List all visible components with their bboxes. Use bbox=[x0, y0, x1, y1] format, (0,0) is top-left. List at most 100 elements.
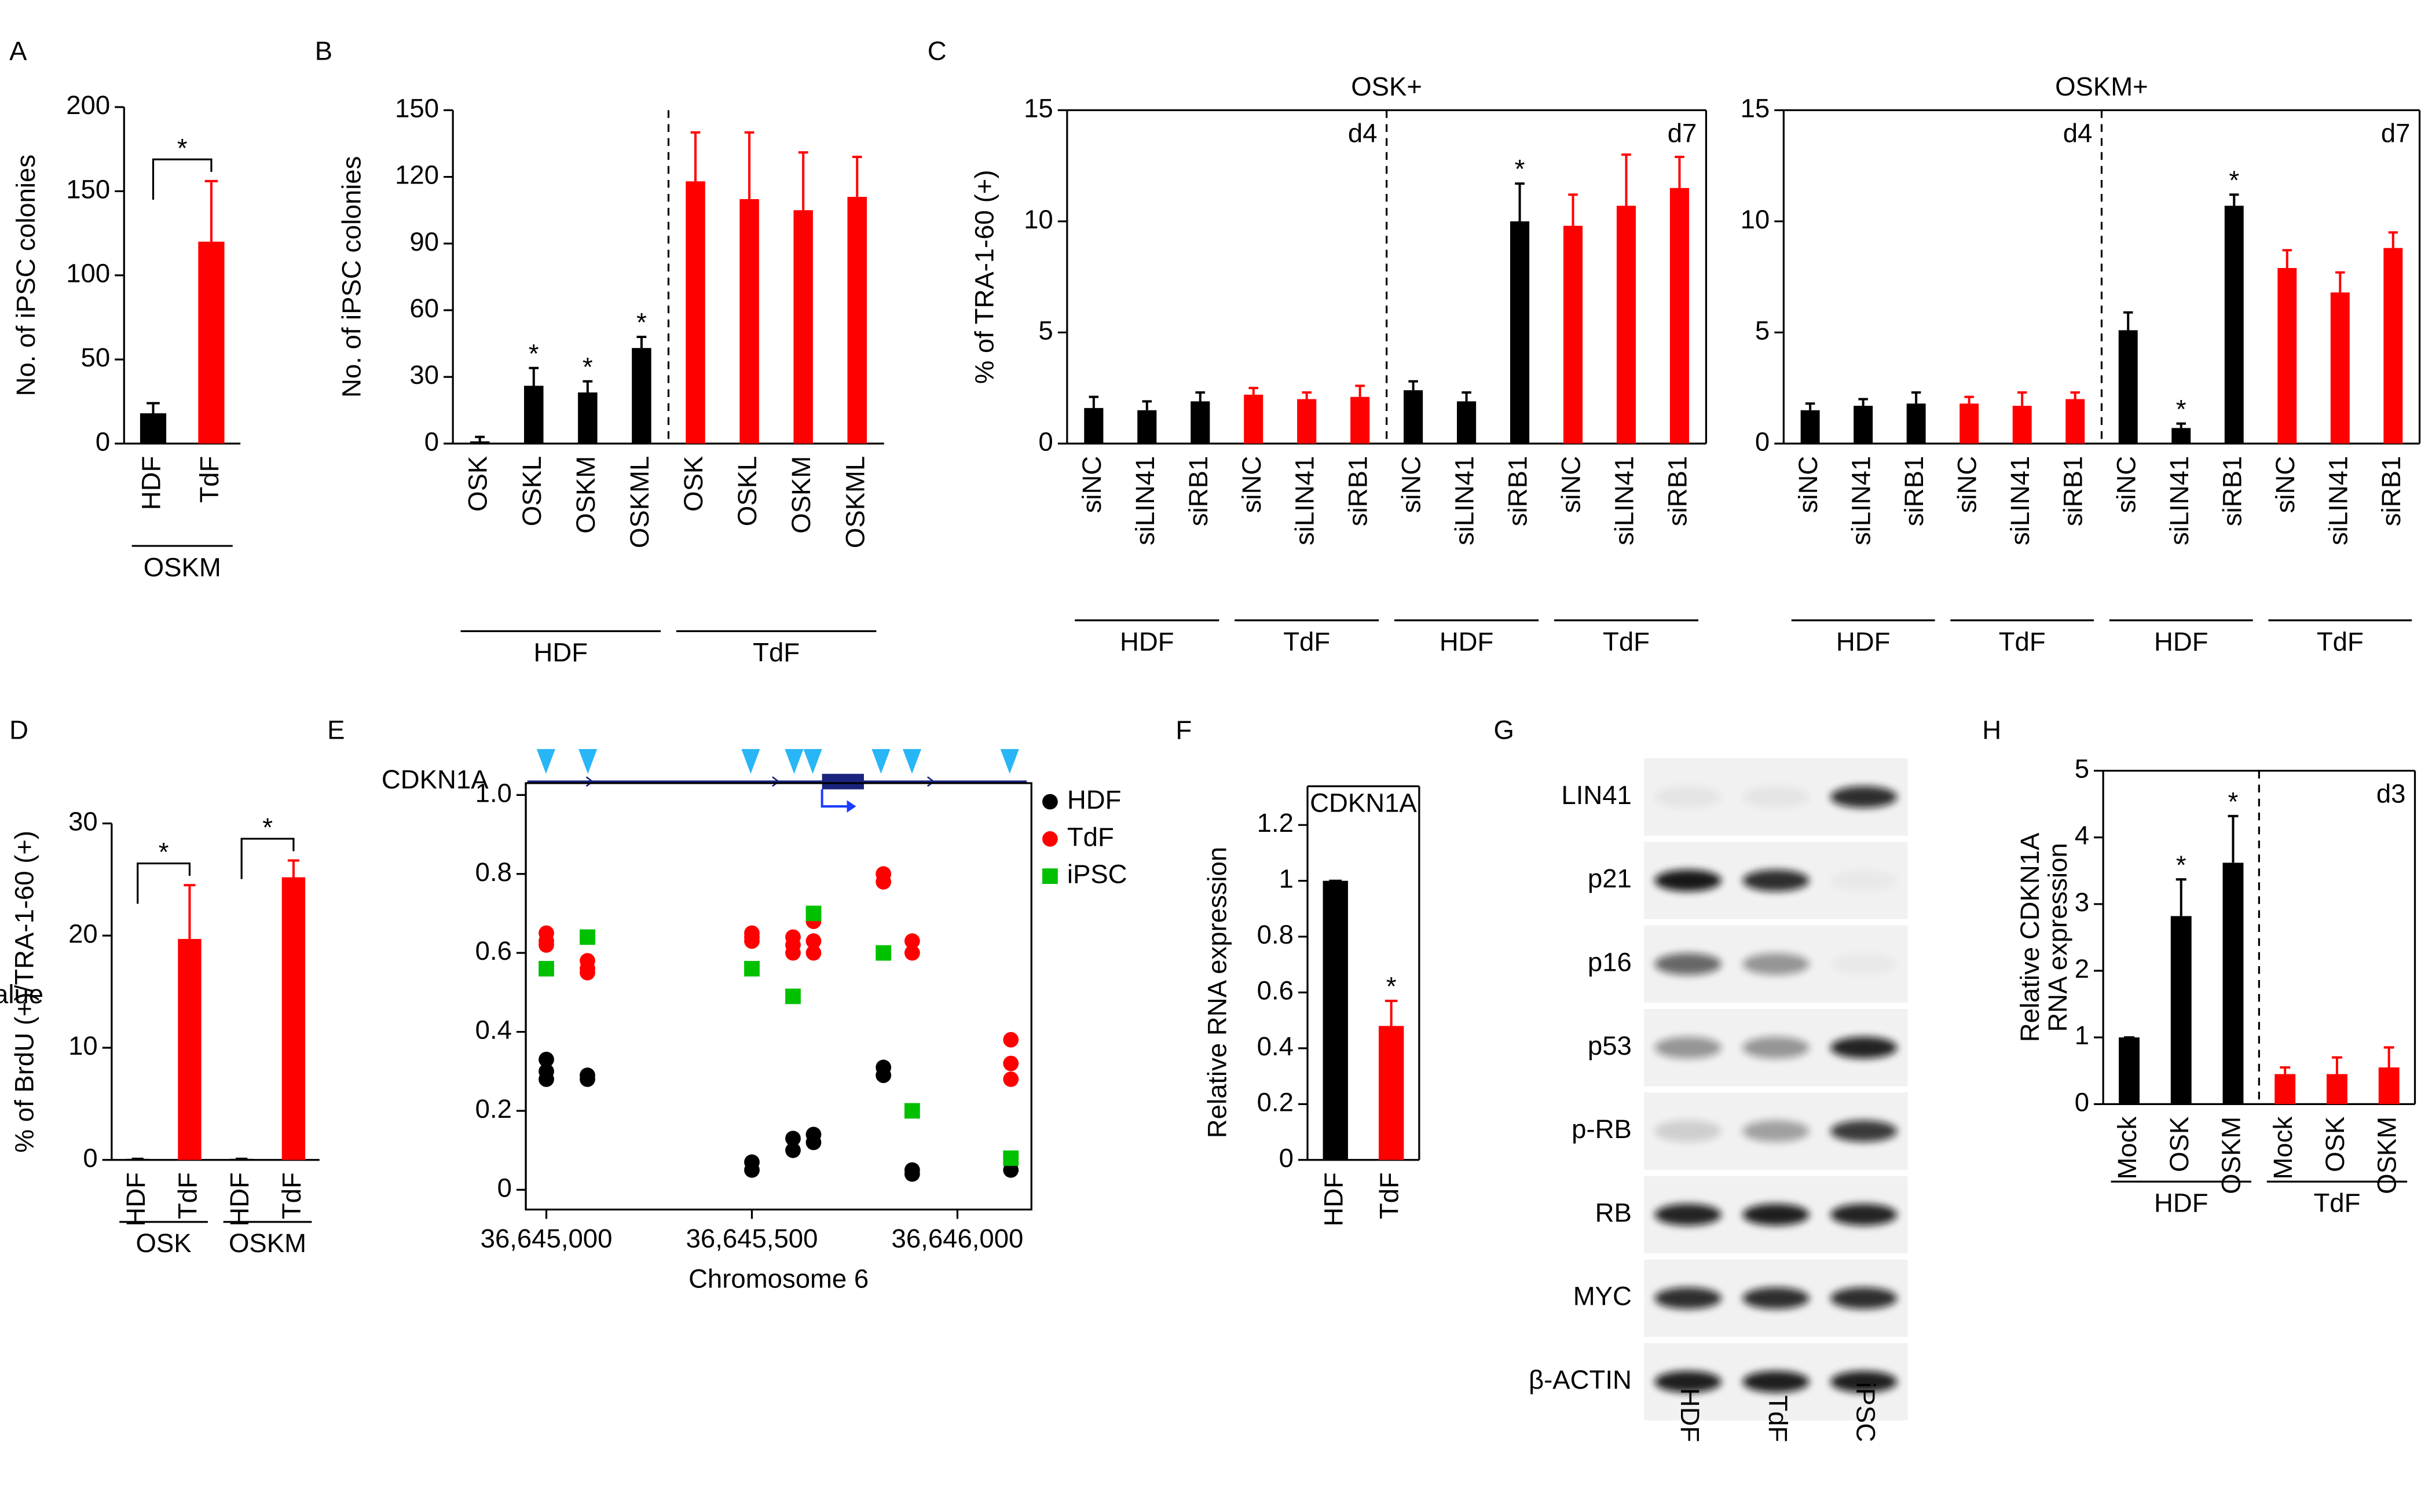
error-bar bbox=[636, 335, 647, 348]
bar bbox=[847, 197, 867, 444]
point bbox=[785, 945, 801, 961]
y-tick-label: 0.4 bbox=[475, 1015, 512, 1045]
blot-row-label: p-RB bbox=[1572, 1114, 1632, 1144]
phase-label: d7 bbox=[1668, 118, 1697, 148]
point bbox=[1003, 1055, 1019, 1071]
error-bar bbox=[2229, 193, 2239, 206]
blot-lane-label: iPSC bbox=[1851, 1382, 1881, 1443]
error-bar bbox=[2228, 814, 2239, 863]
point bbox=[785, 988, 801, 1004]
y-tick-label: 15 bbox=[1741, 93, 1770, 123]
bar bbox=[1906, 403, 1926, 444]
bar bbox=[739, 199, 759, 444]
group-label: TdF bbox=[2313, 1188, 2360, 1217]
bar bbox=[524, 386, 544, 444]
bar bbox=[1959, 403, 1979, 444]
significance-star: * bbox=[159, 838, 169, 867]
x-tick-label: siNC bbox=[1397, 456, 1426, 513]
error-bar bbox=[184, 884, 196, 940]
y-tick-label: 0 bbox=[96, 427, 110, 456]
blot-lane-label: TdF bbox=[1763, 1395, 1793, 1442]
bar bbox=[470, 441, 490, 444]
error-bar bbox=[1858, 398, 1868, 406]
bar bbox=[2065, 399, 2085, 444]
error-bar bbox=[798, 151, 808, 211]
error-bar bbox=[2017, 391, 2027, 406]
error-bar bbox=[529, 366, 539, 386]
y-tick-label: 0.8 bbox=[475, 857, 512, 887]
bar bbox=[2012, 406, 2032, 444]
group-label: HDF bbox=[534, 638, 588, 667]
y-axis-label: Relative RNA expression bbox=[1202, 847, 1232, 1138]
error-bar bbox=[1462, 391, 1471, 402]
error-bar bbox=[2388, 231, 2398, 248]
x-tick-label: siNC bbox=[1953, 456, 1982, 513]
point bbox=[805, 1135, 822, 1150]
group-label: TdF bbox=[1999, 627, 2046, 656]
y-tick-label: 0.6 bbox=[1257, 976, 1294, 1005]
bracket bbox=[152, 158, 213, 200]
y-tick-label: 1.0 bbox=[475, 778, 512, 808]
y-tick-label: 4 bbox=[2075, 821, 2089, 850]
y-tick-label: 2 bbox=[2075, 954, 2089, 983]
y-axis-label: Relative CDKN1A bbox=[2015, 832, 2045, 1042]
significance-star: * bbox=[636, 308, 647, 337]
legend-label: TdF bbox=[1067, 822, 1114, 852]
blot-band bbox=[1830, 1120, 1898, 1142]
panel-letter: D bbox=[9, 715, 28, 745]
significance-star: * bbox=[529, 339, 539, 368]
bar bbox=[2274, 1074, 2296, 1104]
bar bbox=[1510, 221, 1530, 444]
point bbox=[539, 937, 554, 953]
group-label: HDF bbox=[1120, 627, 1174, 656]
blot-band bbox=[1742, 1287, 1810, 1309]
bar bbox=[1800, 410, 1820, 444]
panel-letter: G bbox=[1493, 715, 1514, 745]
probe-markers bbox=[536, 748, 1019, 774]
bracket bbox=[240, 838, 295, 879]
bar bbox=[1404, 390, 1423, 444]
tss-arrow bbox=[821, 789, 850, 808]
point bbox=[580, 1071, 595, 1087]
blot-band bbox=[1654, 1287, 1722, 1309]
x-tick-label: siRB1 bbox=[1184, 456, 1213, 526]
point bbox=[805, 933, 822, 949]
phase-label: d4 bbox=[1348, 118, 1378, 148]
point bbox=[580, 964, 595, 981]
y-axis-label: % of BrdU (+)/TRA-1-60 (+) bbox=[10, 831, 39, 1153]
x-tick-label: siRB1 bbox=[1662, 456, 1692, 526]
x-tick-label: siLIN41 bbox=[2005, 456, 2035, 545]
point bbox=[539, 1071, 554, 1087]
y-tick-label: 0.2 bbox=[475, 1094, 512, 1124]
y-tick-label: 0 bbox=[424, 427, 439, 456]
error-bar bbox=[1302, 391, 1312, 399]
error-bar bbox=[2176, 422, 2186, 428]
error-bar bbox=[204, 179, 218, 242]
error-bar bbox=[1355, 384, 1365, 397]
point bbox=[904, 1103, 920, 1119]
legend-swatch bbox=[1042, 868, 1058, 884]
x-tick-label: 36,645,500 bbox=[686, 1224, 818, 1253]
panel-letter: F bbox=[1175, 715, 1192, 745]
group-label: TdF bbox=[753, 638, 800, 667]
group-label: TdF bbox=[1603, 627, 1650, 656]
blot-lane-label: HDF bbox=[1675, 1388, 1705, 1443]
chart-title: CDKN1A bbox=[1310, 788, 1417, 817]
bar bbox=[686, 181, 705, 444]
point bbox=[805, 905, 822, 922]
bracket bbox=[137, 862, 191, 904]
x-tick-label: OSKL bbox=[517, 456, 547, 526]
x-tick-label: siLIN41 bbox=[1450, 456, 1479, 545]
y-tick-label: 0 bbox=[497, 1173, 512, 1202]
blot-band bbox=[1654, 1371, 1722, 1393]
bar bbox=[2224, 205, 2244, 444]
y-tick-label: 10 bbox=[1741, 204, 1770, 234]
bar bbox=[2171, 428, 2191, 444]
bar bbox=[1191, 401, 1210, 444]
group-label: OSKM bbox=[144, 552, 221, 582]
blot-band bbox=[1830, 786, 1898, 808]
blot-band bbox=[1742, 1371, 1810, 1393]
gene-label: CDKN1A bbox=[382, 765, 489, 794]
point bbox=[876, 874, 892, 890]
